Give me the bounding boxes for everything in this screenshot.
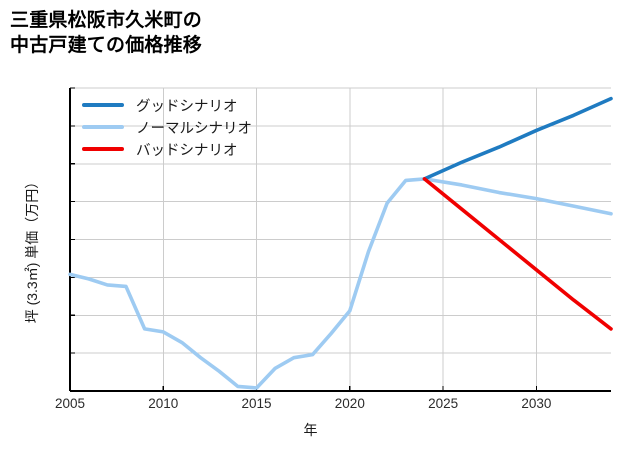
y-axis-label: 坪 (3.3㎡) 単価（万円） [24,174,40,324]
legend-label-good: グッドシナリオ [136,98,238,115]
x-tick-label: 2010 [148,396,179,411]
legend-item-good[interactable]: グッドシナリオ [82,94,252,116]
legend-swatch-normal [82,125,124,129]
legend-item-normal[interactable]: ノーマルシナリオ [82,116,252,138]
plot-area [68,87,613,392]
x-tick-label: 2020 [334,396,365,411]
x-axis-label: 年 [303,422,318,438]
legend-label-normal: ノーマルシナリオ [136,120,252,137]
x-tick-label: 2005 [54,396,86,411]
legend-swatch-good [82,103,124,107]
x-tick-label: 2025 [428,396,459,411]
chart-legend: グッドシナリオ ノーマルシナリオ バッドシナリオ [78,92,256,162]
chart-canvas [68,87,613,392]
x-tick-label: 2030 [521,396,552,411]
x-tick-label: 2015 [241,396,272,411]
legend-label-bad: バッドシナリオ [136,142,238,159]
chart-title: 三重県松阪市久米町の 中古戸建ての価格推移 [10,10,203,57]
legend-swatch-bad [82,147,124,151]
legend-item-bad[interactable]: バッドシナリオ [82,138,252,160]
